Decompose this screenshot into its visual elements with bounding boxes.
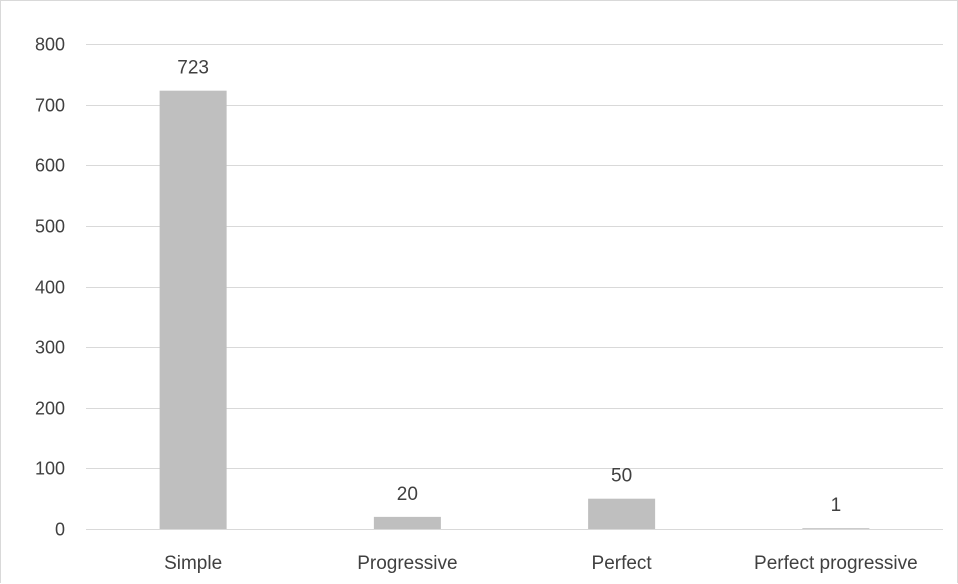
data-label: 50: [611, 466, 632, 487]
y-axis-tick-labels: 0 100 200 300 400 500 600 700 800: [35, 35, 65, 540]
gridlines: [86, 44, 943, 530]
y-tick-label: 300: [35, 338, 65, 358]
category-label: Perfect progressive: [754, 553, 918, 574]
bar-perfect-progressive: [802, 528, 870, 529]
y-tick-label: 700: [35, 96, 65, 116]
data-label: 20: [397, 484, 418, 505]
y-tick-label: 500: [35, 217, 65, 237]
bar-perfect: [588, 498, 656, 529]
y-tick-label: 800: [35, 35, 65, 55]
data-labels: 723 20 50 1: [177, 58, 841, 517]
category-label: Progressive: [357, 553, 457, 574]
y-tick-label: 400: [35, 278, 65, 298]
y-tick-label: 600: [35, 156, 65, 176]
y-tick-label: 0: [55, 520, 65, 540]
bar-simple: [159, 90, 227, 530]
bars: [159, 90, 870, 530]
data-label: 1: [831, 495, 842, 516]
data-label: 723: [177, 58, 209, 79]
y-tick-label: 200: [35, 399, 65, 419]
category-label: Perfect: [592, 553, 653, 574]
category-label: Simple: [164, 553, 222, 574]
y-tick-label: 100: [35, 459, 65, 479]
x-axis-category-labels: Simple Progressive Perfect Perfect progress…: [164, 553, 918, 574]
bar-progressive: [373, 516, 441, 529]
